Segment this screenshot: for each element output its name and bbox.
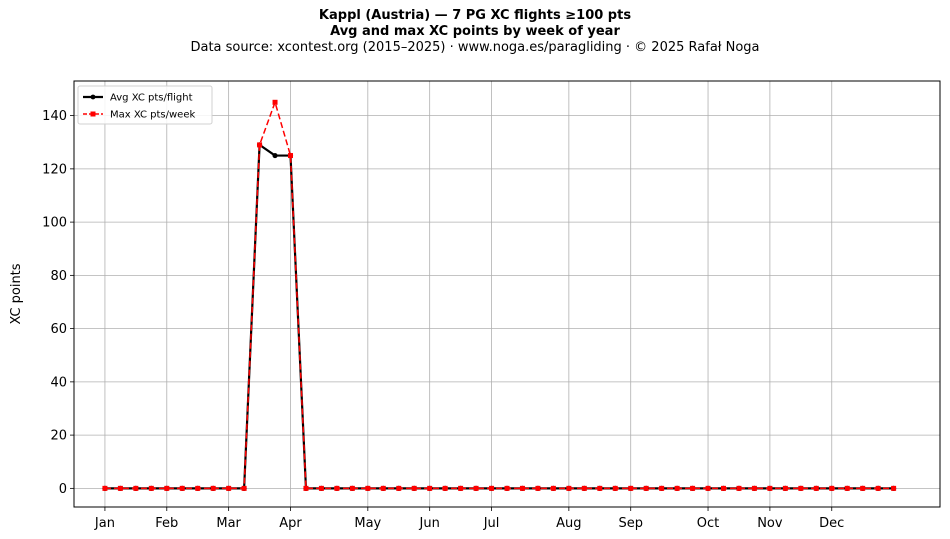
chart-title-line-1: Kappl (Austria) — 7 PG XC flights ≥100 p… [318,8,632,23]
legend-marker [90,111,96,117]
data-point [504,485,510,491]
data-point [148,485,154,491]
plot-frame [73,80,941,508]
y-tick-label: 60 [50,322,67,337]
data-point [628,485,634,491]
data-point [705,485,711,491]
data-point [164,485,170,491]
data-point [798,485,804,491]
legend-marker [90,94,96,100]
data-point [829,485,835,491]
data-point [860,485,866,491]
data-point [303,485,309,491]
data-point [581,485,587,491]
legend: Avg XC pts/flight Max XC pts/week [77,85,213,125]
data-point [365,485,371,491]
data-point [535,485,541,491]
data-point [257,142,263,148]
data-point [489,485,495,491]
data-point [411,485,417,491]
y-tick-label: 120 [42,162,67,177]
series-line [104,143,894,490]
data-point [550,485,556,491]
chart-title-block: Kappl (Austria) — 7 PG XC flights ≥100 p… [0,8,950,56]
data-point [767,485,773,491]
legend-label: Avg XC pts/flight [110,93,193,104]
x-tick-label: Oct [697,516,719,531]
x-tick-label: Jun [419,516,440,531]
y-axis-label: XC points [9,263,24,324]
x-tick-label: Mar [216,516,241,531]
data-point [813,485,819,491]
series-line [104,101,894,490]
y-tick-label: 100 [42,216,67,231]
x-tick-label: Dec [819,516,844,531]
legend-box [77,85,213,125]
x-tick-label: Jan [94,516,115,531]
data-point [519,485,525,491]
data-point [427,485,433,491]
data-point [210,485,216,491]
data-point [458,485,464,491]
y-tick-label: 40 [50,375,67,390]
series-avg [102,142,897,491]
data-point [891,485,897,491]
data-point [721,485,726,491]
data-point [442,485,448,491]
data-point [349,485,355,491]
data-point [612,485,618,491]
data-point [241,485,247,491]
y-tick-label: 80 [50,269,67,284]
y-tick-label: 140 [42,109,67,124]
data-point [566,485,572,491]
data-point [179,485,185,491]
data-point [133,485,139,491]
data-point [117,485,123,491]
series-max [102,99,897,491]
x-tick-label: Aug [556,516,581,531]
data-point [751,485,757,491]
data-point [844,485,850,491]
chart-subtitle: Data source: xcontest.org (2015–2025) · … [190,40,760,55]
x-tick-label: Apr [279,516,302,531]
data-point [396,485,402,491]
data-point [288,153,293,159]
data-point [597,485,603,491]
x-tick-label: Nov [757,516,783,531]
data-point [272,152,278,159]
data-point [226,485,232,491]
x-tick-label: Sep [618,516,643,531]
data-point [195,485,201,491]
grid-layer [74,81,940,507]
series-layer [102,99,897,491]
data-point [272,99,278,105]
x-tick-label: May [354,516,381,531]
data-point [380,485,386,491]
y-tick-label: 0 [59,482,67,497]
x-tick-label: Jul [483,516,500,531]
data-point [875,485,881,491]
data-point [736,485,742,491]
x-tick-label: Feb [155,516,178,531]
axis-layer: 0 20 40 60 80 100 120 140 Jan Feb Mar Apr May Jun Jul A… [42,109,844,531]
legend-label: Max XC pts/week [110,110,195,121]
y-tick-label: 20 [50,429,67,444]
data-point [102,485,108,491]
data-point [659,485,665,491]
data-point [674,485,680,491]
data-point [473,485,479,491]
data-point [690,485,696,491]
chart-title-line-2: Avg and max XC points by week of year [330,24,620,39]
data-point [643,485,649,491]
data-point [318,485,324,491]
data-point [334,485,340,491]
data-point [782,485,788,491]
